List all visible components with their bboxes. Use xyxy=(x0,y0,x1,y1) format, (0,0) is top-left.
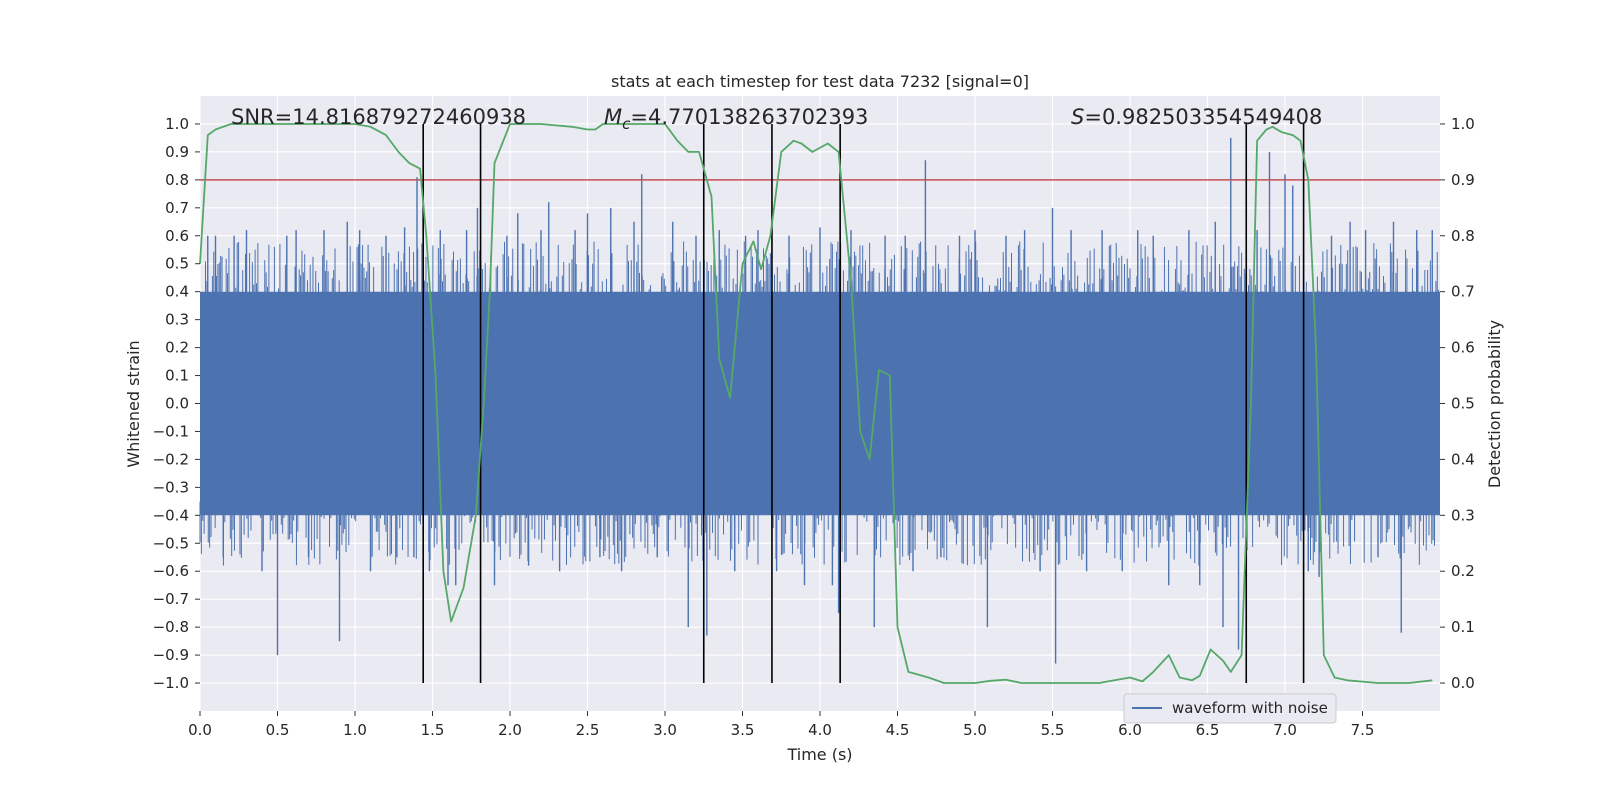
y-left-tick-label-11: −0.1 xyxy=(153,422,189,440)
y-left-tick-label-13: −0.3 xyxy=(153,478,189,496)
x-tick-labels: 0.0 0.5 1.0 1.5 2.0 2.5 3.0 3.5 4.0 4.5 5.0 5.5 6.0 6… xyxy=(188,711,1374,739)
y-right-tick-label-4: 0.6 xyxy=(1451,339,1475,357)
y-left-tick-label-17: −0.7 xyxy=(153,590,189,608)
y-left-tick-label-16: −0.6 xyxy=(153,562,189,580)
y-left-tick-label-8: 0.2 xyxy=(165,339,189,357)
y-left-tick-labels: 1.0 0.9 0.8 0.7 0.6 0.5 0.4 0.3 0.2 0.1 0.0 −0.1 −0.… xyxy=(153,115,200,692)
y-right-tick-label-6: 0.4 xyxy=(1451,450,1475,468)
legend-box xyxy=(1123,693,1337,724)
probability-line xyxy=(199,123,1433,684)
s-symbol: S xyxy=(1071,105,1084,129)
y-left-tick-label-3: 0.7 xyxy=(165,199,189,217)
x-tick-label-2: 1.0 xyxy=(343,721,367,739)
x-tick-label-7: 3.5 xyxy=(731,721,755,739)
y-left-tick-label-5: 0.5 xyxy=(165,255,189,273)
y-left-tick-label-19: −0.9 xyxy=(153,646,189,664)
legend: waveform with noise xyxy=(1123,693,1337,724)
x-axis-label: Time (s) xyxy=(786,745,852,764)
y-left-tick-label-12: −0.2 xyxy=(153,450,189,468)
y-left-tick-label-1: 0.9 xyxy=(165,143,189,161)
y-right-tick-label-0: 1.0 xyxy=(1451,115,1475,133)
y-right-axis-label: Detection probability xyxy=(1485,320,1504,488)
x-tick-label-12: 6.0 xyxy=(1118,721,1142,739)
x-tick-label-8: 4.0 xyxy=(808,721,832,739)
x-tick-label-1: 0.5 xyxy=(266,721,290,739)
y-left-tick-label-14: −0.4 xyxy=(153,506,189,524)
y-left-tick-label-18: −0.8 xyxy=(153,618,189,636)
snr-annotation: SNR=14.816879272460938 xyxy=(231,105,526,129)
y-left-tick-label-4: 0.6 xyxy=(165,227,189,245)
x-tick-label-4: 2.0 xyxy=(498,721,522,739)
probability-series xyxy=(199,123,1433,684)
vertical-markers xyxy=(422,123,1305,684)
y-left-tick-label-2: 0.8 xyxy=(165,171,189,189)
y-left-tick-label-7: 0.3 xyxy=(165,311,189,329)
waveform-series xyxy=(199,137,1440,664)
y-right-tick-label-7: 0.3 xyxy=(1451,506,1475,524)
x-tick-label-6: 3.0 xyxy=(653,721,677,739)
y-right-tick-label-2: 0.8 xyxy=(1451,227,1475,245)
y-left-tick-label-10: 0.0 xyxy=(165,395,189,413)
x-tick-label-14: 7.0 xyxy=(1273,721,1297,739)
s-annotation: S=0.982503354549408 xyxy=(1071,105,1322,129)
chirp-mass-symbol: M xyxy=(604,105,622,129)
chirp-mass-annotation: Mc=4.770138263702393 xyxy=(604,105,868,133)
x-tick-label-5: 2.5 xyxy=(576,721,600,739)
y-right-tick-label-3: 0.7 xyxy=(1451,283,1475,301)
y-right-tick-labels: 1.0 0.9 0.8 0.7 0.6 0.5 0.4 0.3 0.2 0.1 0.0 xyxy=(1440,115,1475,692)
y-left-axis-label: Whitened strain xyxy=(124,340,143,467)
legend-label-waveform: waveform with noise xyxy=(1172,699,1328,717)
chirp-mass-value: =4.770138263702393 xyxy=(630,105,868,129)
y-left-tick-label-20: −1.0 xyxy=(153,674,189,692)
x-tick-label-10: 5.0 xyxy=(963,721,987,739)
x-tick-label-0: 0.0 xyxy=(188,721,212,739)
y-right-tick-label-10: 0.0 xyxy=(1451,674,1475,692)
x-tick-label-3: 1.5 xyxy=(421,721,445,739)
chirp-mass-subscript: c xyxy=(622,115,631,133)
x-tick-label-13: 6.5 xyxy=(1196,721,1220,739)
chart-title: stats at each timestep for test data 723… xyxy=(611,72,1029,91)
s-value: =0.982503354549408 xyxy=(1084,105,1322,129)
y-left-tick-label-15: −0.5 xyxy=(153,534,189,552)
y-right-tick-label-1: 0.9 xyxy=(1451,171,1475,189)
y-right-tick-label-5: 0.5 xyxy=(1451,395,1475,413)
x-tick-label-11: 5.5 xyxy=(1041,721,1065,739)
y-left-tick-label-0: 1.0 xyxy=(165,115,189,133)
x-tick-label-15: 7.5 xyxy=(1351,721,1375,739)
y-left-tick-label-9: 0.1 xyxy=(165,367,189,385)
y-right-tick-label-9: 0.1 xyxy=(1451,618,1475,636)
x-tick-label-9: 4.5 xyxy=(886,721,910,739)
y-right-tick-label-8: 0.2 xyxy=(1451,562,1475,580)
y-left-tick-label-6: 0.4 xyxy=(165,283,189,301)
